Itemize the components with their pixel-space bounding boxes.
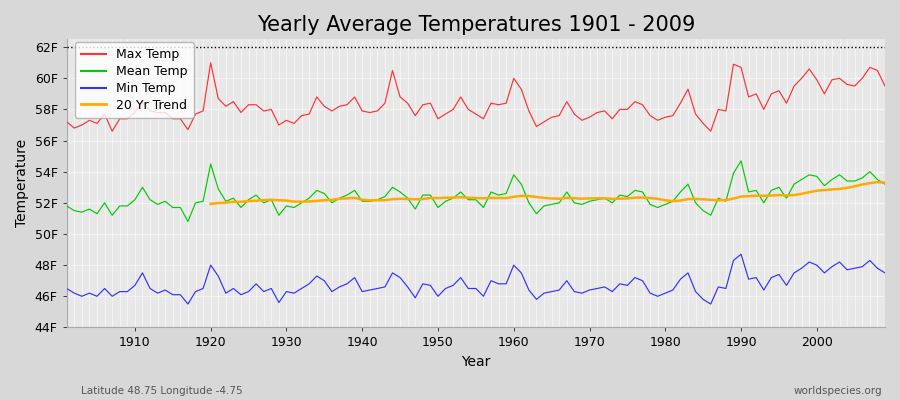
Y-axis label: Temperature: Temperature (15, 139, 29, 228)
Text: worldspecies.org: worldspecies.org (794, 386, 882, 396)
Title: Yearly Average Temperatures 1901 - 2009: Yearly Average Temperatures 1901 - 2009 (256, 15, 695, 35)
Text: Latitude 48.75 Longitude -4.75: Latitude 48.75 Longitude -4.75 (81, 386, 243, 396)
Legend: Max Temp, Mean Temp, Min Temp, 20 Yr Trend: Max Temp, Mean Temp, Min Temp, 20 Yr Tre… (75, 42, 194, 118)
X-axis label: Year: Year (461, 355, 491, 369)
